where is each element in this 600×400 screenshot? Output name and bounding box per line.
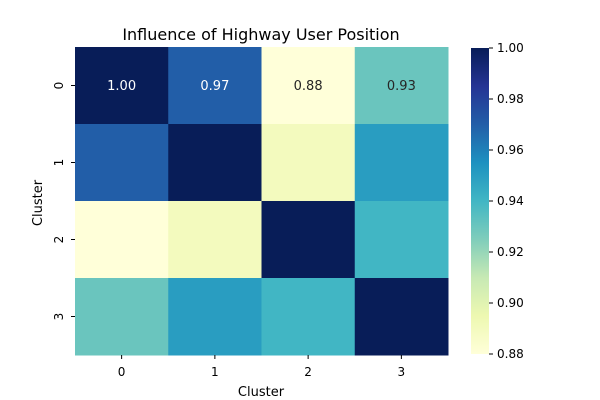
colorbar-tick-label: 0.88 <box>497 347 524 361</box>
y-tick-label: 2 <box>52 236 66 244</box>
heatmap-cells <box>75 47 449 356</box>
heatmap-cell-3-1 <box>168 278 262 356</box>
x-tick-label: 2 <box>304 365 312 379</box>
heatmap-cell-3-0 <box>75 278 169 356</box>
cell-annotation-0-1: 0.97 <box>200 79 229 94</box>
cell-annotation-0-3: 0.93 <box>387 79 416 94</box>
x-axis-label: Cluster <box>238 385 285 400</box>
heatmap-cell-0-3 <box>354 47 449 125</box>
colorbar-tick-label: 0.98 <box>497 92 524 106</box>
heatmap-cell-0-1 <box>168 47 262 125</box>
x-tick-label: 1 <box>211 365 219 379</box>
y-axis-label: Cluster <box>31 179 46 226</box>
y-tick-label: 3 <box>52 313 66 321</box>
colorbar-tick-label: 0.96 <box>497 143 524 157</box>
colorbar-tick-label: 0.90 <box>497 296 524 310</box>
cell-annotation-0-2: 0.88 <box>294 79 323 94</box>
x-tick-label: 3 <box>398 365 406 379</box>
colorbar-tick-label: 0.92 <box>497 245 524 259</box>
heatmap-cell-2-3 <box>354 201 449 279</box>
y-axis-ticks: 0 1 2 3 <box>52 82 75 321</box>
colorbar-tick-label: 0.94 <box>497 194 524 208</box>
heatmap-cell-0-2 <box>261 47 356 125</box>
heatmap-cell-1-1 <box>168 124 262 202</box>
y-tick-label: 0 <box>52 82 66 90</box>
colorbar <box>471 48 489 354</box>
heatmap-cell-3-2 <box>261 278 356 356</box>
heatmap-cell-1-2 <box>261 124 356 202</box>
colorbar-ticks: 0.88 0.90 0.92 0.94 0.96 0.98 1.00 <box>489 41 524 361</box>
heatmap-cell-2-2 <box>261 201 356 279</box>
heatmap-cell-1-3 <box>354 124 449 202</box>
colorbar-tick-label: 1.00 <box>497 41 524 55</box>
y-tick-label: 1 <box>52 159 66 167</box>
heatmap-cell-3-3 <box>354 278 449 356</box>
cell-annotations: 1.00 0.97 0.88 0.93 <box>107 79 416 94</box>
cell-annotation-0-0: 1.00 <box>107 79 136 94</box>
heatmap-cell-2-1 <box>168 201 262 279</box>
x-tick-label: 0 <box>118 365 126 379</box>
chart-title: Influence of Highway User Position <box>122 25 399 44</box>
heatmap-cell-0-0 <box>75 47 169 125</box>
x-axis-ticks: 0 1 2 3 <box>118 355 405 379</box>
heatmap-cell-1-0 <box>75 124 169 202</box>
heatmap-cell-2-0 <box>75 201 169 279</box>
